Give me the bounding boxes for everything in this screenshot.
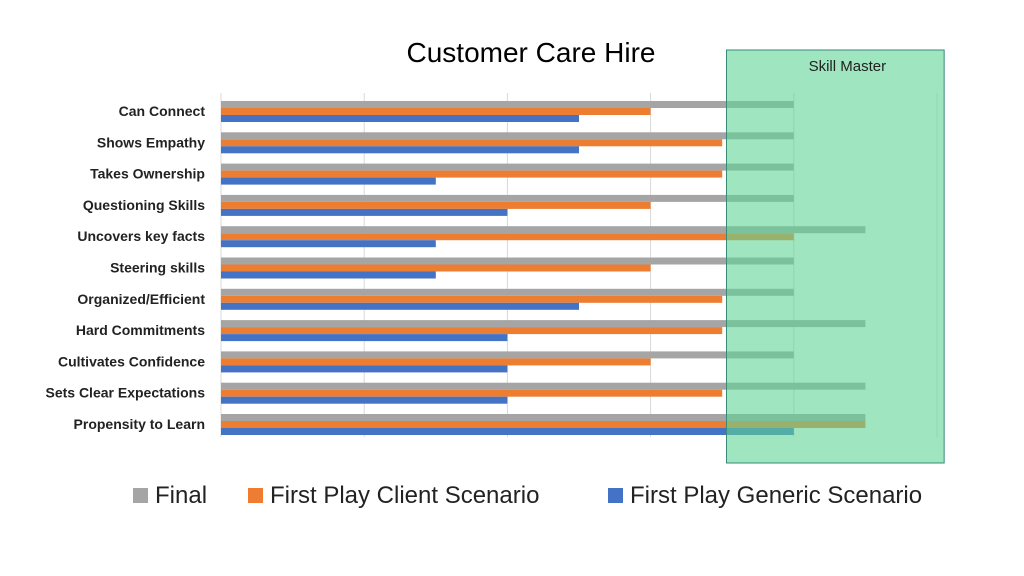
category-label: Shows Empathy (97, 134, 205, 150)
bar (221, 358, 651, 366)
skill-master-highlight (725, 49, 945, 464)
bar (221, 233, 794, 241)
bar (221, 170, 723, 178)
bar (221, 115, 579, 122)
bar (221, 132, 794, 140)
bar (221, 139, 723, 147)
category-label: Cultivates Confidence (58, 353, 205, 369)
legend-swatch (248, 488, 263, 503)
legend-swatch (608, 488, 623, 503)
category-label: Propensity to Learn (74, 416, 205, 432)
bar (221, 382, 866, 390)
bar (221, 201, 651, 209)
category-label: Questioning Skills (83, 197, 205, 213)
category-label: Can Connect (119, 103, 206, 119)
bar (221, 295, 723, 303)
legend-label: First Play Generic Scenario (630, 482, 922, 509)
bar (221, 365, 508, 373)
bar (221, 414, 866, 421)
bar (221, 320, 866, 328)
bar (221, 351, 794, 359)
bar (221, 146, 579, 154)
legend-swatch (133, 488, 148, 503)
category-label: Uncovers key facts (77, 228, 205, 244)
bar (221, 226, 866, 234)
bar (221, 194, 794, 202)
bar (221, 421, 866, 428)
bar (221, 264, 651, 272)
skill-master-band: Skill Master (725, 49, 945, 464)
bar (221, 327, 723, 335)
bar (221, 257, 794, 265)
category-labels: Can Connect Shows Empathy Takes Ownership Q… (45, 103, 205, 432)
legend-label: First Play Client Scenario (270, 482, 539, 509)
bar (221, 101, 794, 108)
bar (221, 288, 794, 296)
bar (221, 108, 651, 115)
bar (221, 163, 794, 171)
category-label: Steering skills (110, 260, 205, 276)
bar (221, 271, 436, 279)
bar (221, 396, 508, 404)
legend-item: Final (133, 482, 207, 509)
skill-master-label: Skill Master (809, 58, 887, 75)
bar (221, 240, 436, 248)
legend-label: Final (155, 482, 207, 509)
category-label: Organized/Efficient (77, 291, 205, 307)
bar (221, 208, 508, 216)
chart-title: Customer Care Hire (407, 37, 656, 68)
bar (221, 428, 794, 435)
legend-item: First Play Client Scenario (248, 482, 539, 509)
legend: Final First Play Client Scenario First Pla… (133, 482, 922, 509)
bar (221, 177, 436, 185)
category-label: Takes Ownership (90, 166, 205, 182)
bars (221, 101, 866, 435)
category-label: Hard Commitments (76, 322, 205, 338)
bar (221, 334, 508, 342)
bar (221, 302, 579, 310)
legend-item: First Play Generic Scenario (608, 482, 922, 509)
category-label: Sets Clear Expectations (45, 385, 205, 401)
bar (221, 389, 723, 397)
